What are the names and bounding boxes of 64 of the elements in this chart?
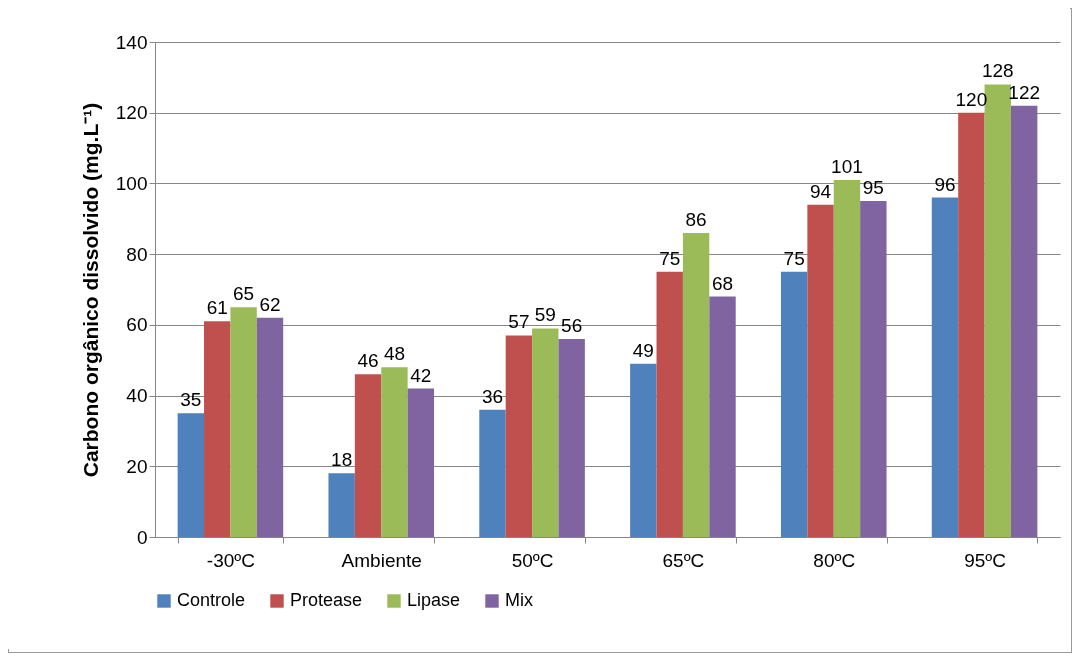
data-label: 95 xyxy=(862,177,884,199)
data-label: 48 xyxy=(383,343,406,365)
legend-label: Controle xyxy=(177,590,246,610)
data-label: 75 xyxy=(783,247,805,269)
data-label: 96 xyxy=(934,173,956,195)
bar xyxy=(558,339,585,537)
y-tick-label: 100 xyxy=(115,172,148,194)
data-label: 36 xyxy=(481,385,504,407)
bar xyxy=(807,204,834,537)
legend-label: Protease xyxy=(290,590,363,610)
data-label: 68 xyxy=(711,272,734,294)
bar xyxy=(656,271,683,537)
data-label: 49 xyxy=(632,339,654,361)
x-tick-label: -30ºC xyxy=(206,549,255,571)
bar xyxy=(256,317,284,537)
data-label: 59 xyxy=(534,304,556,326)
bar xyxy=(1010,105,1038,537)
bar xyxy=(204,321,231,537)
data-label: 56 xyxy=(561,315,583,336)
data-label: 42 xyxy=(410,364,432,386)
bar xyxy=(354,374,382,537)
data-label: 94 xyxy=(809,180,832,202)
y-tick-label: 140 xyxy=(115,31,148,53)
x-tick-label: 50ºC xyxy=(511,549,554,571)
data-label: 46 xyxy=(357,350,379,372)
x-tick-label: Ambiente xyxy=(341,549,422,571)
bar xyxy=(630,363,657,537)
data-label: 61 xyxy=(206,297,228,319)
x-tick-label: 80ºC xyxy=(813,549,856,571)
y-axis-title: Carbono orgânico dissolvido (mg.L⁻¹) xyxy=(78,102,102,478)
x-tick-label: 65ºC xyxy=(662,549,705,571)
data-label: 57 xyxy=(508,311,530,333)
legend-label: Lipase xyxy=(407,590,461,610)
bar xyxy=(958,112,985,537)
bar xyxy=(780,271,808,537)
data-label: 35 xyxy=(180,389,202,411)
y-tick-label: 40 xyxy=(126,385,148,407)
bar xyxy=(532,328,559,537)
data-label: 101 xyxy=(831,155,863,177)
data-label: 62 xyxy=(259,293,281,315)
y-tick-label: 80 xyxy=(126,243,148,265)
data-label: 18 xyxy=(331,449,353,471)
bar xyxy=(931,197,959,537)
bar xyxy=(230,307,257,537)
bar xyxy=(407,388,435,537)
data-label: 86 xyxy=(685,208,707,230)
data-label: 128 xyxy=(981,60,1014,82)
y-tick-label: 120 xyxy=(115,102,148,124)
bar xyxy=(381,367,408,537)
y-tick-label: 60 xyxy=(126,314,148,336)
data-label: 75 xyxy=(659,247,681,269)
bar xyxy=(328,473,355,537)
bar xyxy=(709,296,736,537)
y-tick-label: 0 xyxy=(136,526,148,548)
x-tick-label: 95ºC xyxy=(964,549,1006,571)
bar xyxy=(833,179,861,537)
bar xyxy=(177,413,205,537)
bar xyxy=(479,409,506,537)
bar xyxy=(505,335,533,537)
bar xyxy=(682,232,710,537)
y-tick-label: 20 xyxy=(126,455,148,477)
data-label: 65 xyxy=(233,283,255,305)
legend-label: Mix xyxy=(505,590,533,610)
bar xyxy=(860,201,887,537)
